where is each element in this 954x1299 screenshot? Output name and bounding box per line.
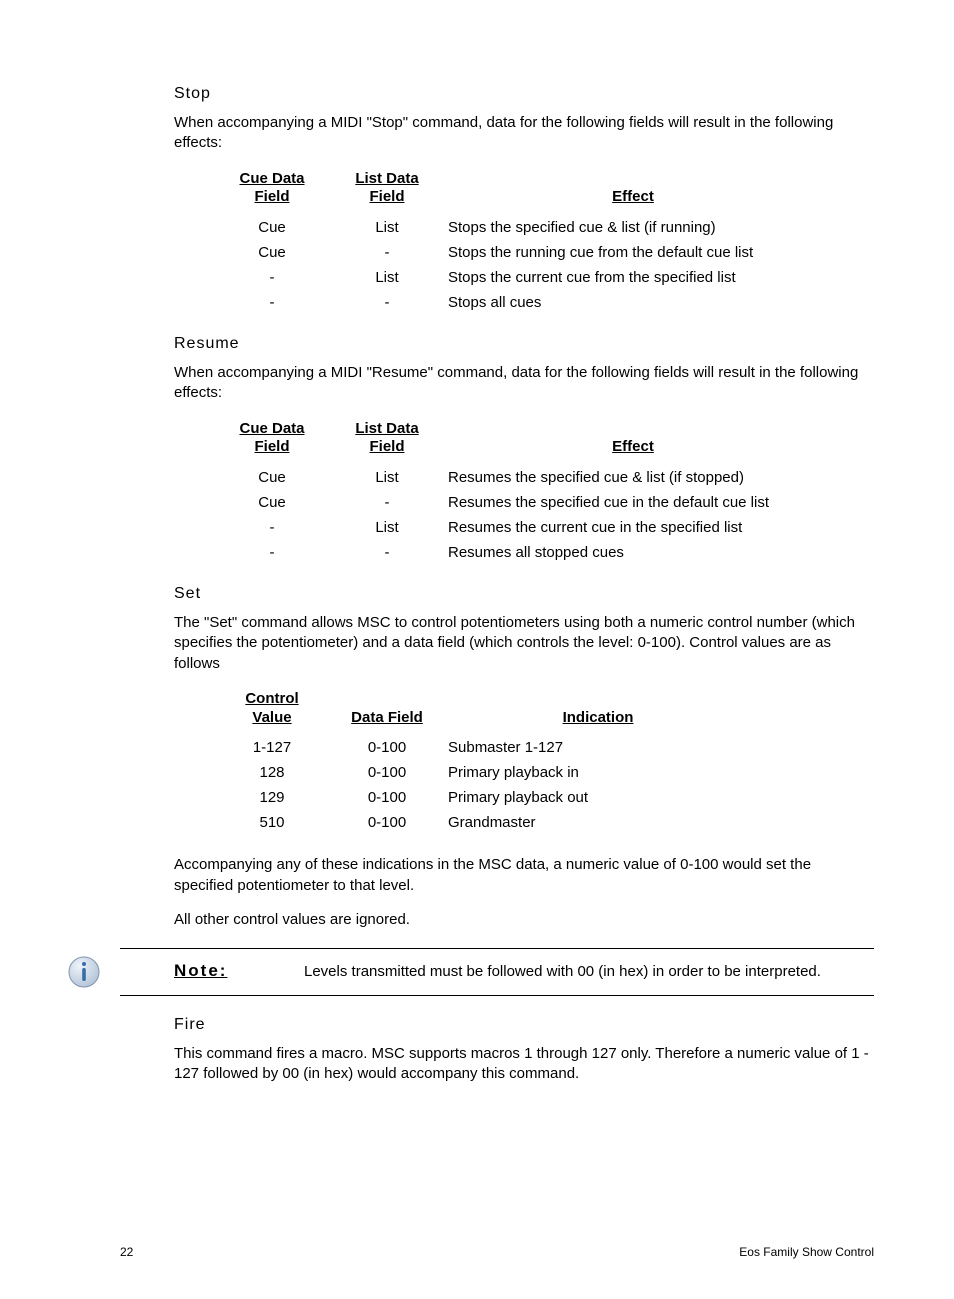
cell: 0-100	[332, 760, 442, 785]
cell: Stops the running cue from the default c…	[442, 240, 832, 265]
col-header: ControlValue	[212, 688, 332, 736]
cell: 0-100	[332, 785, 442, 810]
table-row: - - Resumes all stopped cues	[212, 540, 832, 565]
cell: Submaster 1-127	[442, 735, 762, 760]
set-outro2: All other control values are ignored.	[174, 910, 874, 930]
heading-set: Set	[174, 585, 874, 603]
set-outro1: Accompanying any of these indications in…	[174, 855, 874, 896]
cell: 510	[212, 810, 332, 835]
table-row: Cue List Resumes the specified cue & lis…	[212, 465, 832, 490]
footer-title: Eos Family Show Control	[739, 1245, 874, 1259]
table-row: - List Stops the current cue from the sp…	[212, 265, 832, 290]
cell: Stops the current cue from the specified…	[442, 265, 832, 290]
cell: Resumes all stopped cues	[442, 540, 832, 565]
col-header: List DataField	[332, 418, 442, 466]
cell: -	[212, 515, 332, 540]
cell: -	[332, 490, 442, 515]
cell: -	[332, 540, 442, 565]
cell: Cue	[212, 240, 332, 265]
cell: List	[332, 515, 442, 540]
cell: Resumes the current cue in the specified…	[442, 515, 832, 540]
table-row: Cue - Resumes the specified cue in the d…	[212, 490, 832, 515]
col-header: Cue DataField	[212, 418, 332, 466]
heading-resume: Resume	[174, 335, 874, 353]
table-row: Cue - Stops the running cue from the def…	[212, 240, 832, 265]
stop-table: Cue DataField List DataField Effect Cue …	[212, 168, 832, 316]
cell: Primary playback in	[442, 760, 762, 785]
table-row: Cue List Stops the specified cue & list …	[212, 215, 832, 240]
cell: List	[332, 465, 442, 490]
note-block: Note: Levels transmitted must be followe…	[120, 948, 874, 996]
cell: Primary playback out	[442, 785, 762, 810]
cell: -	[332, 290, 442, 315]
cell: Cue	[212, 490, 332, 515]
table-row: - List Resumes the current cue in the sp…	[212, 515, 832, 540]
cell: 0-100	[332, 810, 442, 835]
cell: 129	[212, 785, 332, 810]
cell: -	[212, 540, 332, 565]
col-header: Cue DataField	[212, 168, 332, 216]
resume-table: Cue DataField List DataField Effect Cue …	[212, 418, 832, 566]
set-intro: The "Set" command allows MSC to control …	[174, 613, 874, 674]
cell: List	[332, 265, 442, 290]
cell: Resumes the specified cue & list (if sto…	[442, 465, 832, 490]
cell: Grandmaster	[442, 810, 762, 835]
note-text: Levels transmitted must be followed with…	[304, 963, 874, 980]
fire-intro: This command fires a macro. MSC supports…	[174, 1044, 874, 1085]
table-row: 129 0-100 Primary playback out	[212, 785, 762, 810]
cell: -	[212, 265, 332, 290]
cell: 0-100	[332, 735, 442, 760]
page-number: 22	[120, 1245, 133, 1259]
table-row: - - Stops all cues	[212, 290, 832, 315]
col-header: Data Field	[332, 688, 442, 736]
heading-stop: Stop	[174, 85, 874, 103]
cell: 1-127	[212, 735, 332, 760]
info-icon	[68, 956, 100, 988]
cell: -	[212, 290, 332, 315]
col-header: Indication	[442, 688, 762, 736]
table-row: 1-127 0-100 Submaster 1-127	[212, 735, 762, 760]
cell: -	[332, 240, 442, 265]
cell: Stops the specified cue & list (if runni…	[442, 215, 832, 240]
stop-intro: When accompanying a MIDI "Stop" command,…	[174, 113, 874, 154]
page-content: Stop When accompanying a MIDI "Stop" com…	[0, 0, 954, 1299]
resume-intro: When accompanying a MIDI "Resume" comman…	[174, 363, 874, 404]
set-table: ControlValue Data Field Indication 1-127…	[212, 688, 762, 836]
cell: Cue	[212, 215, 332, 240]
cell: Stops all cues	[442, 290, 832, 315]
heading-fire: Fire	[174, 1016, 874, 1034]
col-header: Effect	[442, 168, 832, 216]
col-header: List DataField	[332, 168, 442, 216]
col-header: Effect	[442, 418, 832, 466]
cell: Resumes the specified cue in the default…	[442, 490, 832, 515]
cell: Cue	[212, 465, 332, 490]
cell: 128	[212, 760, 332, 785]
table-row: 510 0-100 Grandmaster	[212, 810, 762, 835]
page-footer: 22 Eos Family Show Control	[120, 1245, 874, 1259]
cell: List	[332, 215, 442, 240]
note-label: Note:	[174, 961, 304, 981]
table-row: 128 0-100 Primary playback in	[212, 760, 762, 785]
